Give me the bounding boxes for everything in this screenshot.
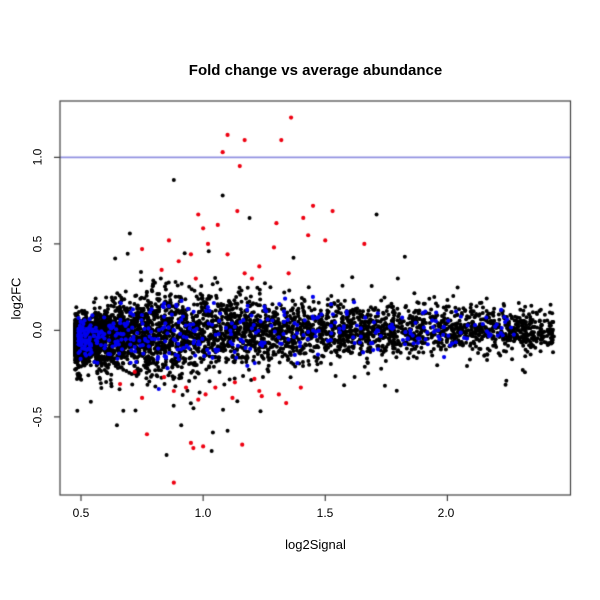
- chart-title: Fold change vs average abundance: [188, 62, 443, 79]
- x-tick-label-3: 2.0: [437, 506, 455, 520]
- x-tick-label-0: 0.5: [72, 506, 90, 520]
- x-tick-label-1: 1.0: [194, 506, 212, 520]
- x-axis-label: log2Signal: [285, 537, 346, 552]
- y-axis-label-text: log2FC: [8, 277, 24, 319]
- x-tick-label-2: 1.5: [316, 506, 334, 520]
